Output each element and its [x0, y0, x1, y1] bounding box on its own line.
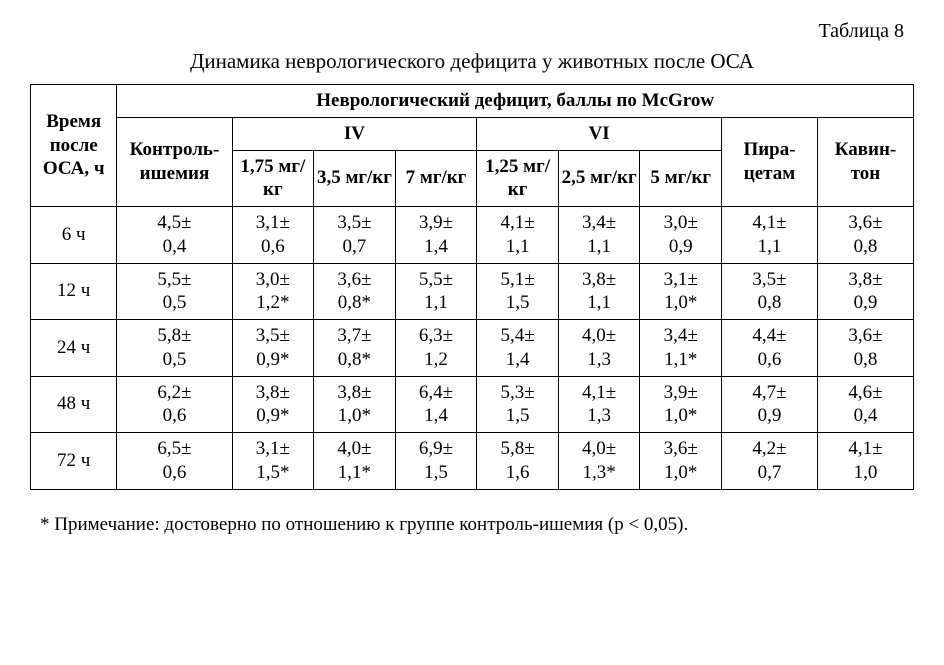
data-cell: 6,9±1,5 — [395, 433, 477, 490]
col-time-header: Время после ОСА, ч — [31, 85, 117, 207]
col-iv-d3-header: 7 мг/кг — [395, 150, 477, 207]
data-cell: 6,2±0,6 — [117, 376, 232, 433]
row-time: 48 ч — [31, 376, 117, 433]
data-cell: 3,4±1,1* — [640, 320, 722, 377]
data-cell: 6,4±1,4 — [395, 376, 477, 433]
data-cell: 5,5±0,5 — [117, 263, 232, 320]
data-cell: 4,1±1,1 — [722, 207, 818, 264]
col-vi-d2-header: 2,5 мг/кг — [558, 150, 640, 207]
data-cell: 6,3±1,2 — [395, 320, 477, 377]
data-cell: 3,8±0,9 — [817, 263, 913, 320]
row-time: 24 ч — [31, 320, 117, 377]
data-cell: 4,0±1,3* — [558, 433, 640, 490]
data-cell: 4,5±0,4 — [117, 207, 232, 264]
data-cell: 3,5±0,7 — [314, 207, 396, 264]
col-cavinton-header: Кавин-тон — [817, 117, 913, 206]
row-time: 72 ч — [31, 433, 117, 490]
data-cell: 3,1±1,0* — [640, 263, 722, 320]
page: Таблица 8 Динамика неврологического дефи… — [0, 0, 944, 665]
col-iv-d2-header: 3,5 мг/кг — [314, 150, 396, 207]
data-cell: 4,6±0,4 — [817, 376, 913, 433]
table-row: 48 ч6,2±0,63,8±0,9*3,8±1,0*6,4±1,45,3±1,… — [31, 376, 914, 433]
data-cell: 3,7±0,8* — [314, 320, 396, 377]
footnote: * Примечание: достоверно по отношению к … — [30, 514, 914, 536]
data-cell: 3,5±0,8 — [722, 263, 818, 320]
data-cell: 3,6±0,8 — [817, 207, 913, 264]
data-cell: 4,2±0,7 — [722, 433, 818, 490]
data-cell: 5,4±1,4 — [477, 320, 559, 377]
col-vi-d3-header: 5 мг/кг — [640, 150, 722, 207]
table-row: 12 ч5,5±0,53,0±1,2*3,6±0,8*5,5±1,15,1±1,… — [31, 263, 914, 320]
data-cell: 3,9±1,0* — [640, 376, 722, 433]
data-cell: 3,5±0,9* — [232, 320, 314, 377]
col-group-iv-header: IV — [232, 117, 477, 150]
data-cell: 5,8±1,6 — [477, 433, 559, 490]
data-cell: 5,1±1,5 — [477, 263, 559, 320]
col-piracetam-header: Пира-цетам — [722, 117, 818, 206]
data-cell: 4,0±1,1* — [314, 433, 396, 490]
data-cell: 3,8±1,0* — [314, 376, 396, 433]
data-table: Время после ОСА, ч Неврологический дефиц… — [30, 84, 914, 490]
table-label: Таблица 8 — [30, 20, 914, 43]
data-cell: 3,4±1,1 — [558, 207, 640, 264]
data-cell: 3,0±1,2* — [232, 263, 314, 320]
data-cell: 4,1±1,3 — [558, 376, 640, 433]
data-cell: 5,3±1,5 — [477, 376, 559, 433]
data-cell: 4,4±0,6 — [722, 320, 818, 377]
data-cell: 3,8±0,9* — [232, 376, 314, 433]
data-cell: 4,1±1,1 — [477, 207, 559, 264]
data-cell: 3,6±0,8 — [817, 320, 913, 377]
data-cell: 3,8±1,1 — [558, 263, 640, 320]
table-row: 72 ч6,5±0,63,1±1,5*4,0±1,1*6,9±1,55,8±1,… — [31, 433, 914, 490]
row-time: 6 ч — [31, 207, 117, 264]
table-row: 24 ч5,8±0,53,5±0,9*3,7±0,8*6,3±1,25,4±1,… — [31, 320, 914, 377]
data-cell: 3,6±0,8* — [314, 263, 396, 320]
col-iv-d1-header: 1,75 мг/кг — [232, 150, 314, 207]
table-body: 6 ч4,5±0,43,1±0,63,5±0,73,9±1,44,1±1,13,… — [31, 207, 914, 490]
table-row: 6 ч4,5±0,43,1±0,63,5±0,73,9±1,44,1±1,13,… — [31, 207, 914, 264]
data-cell: 3,6±1,0* — [640, 433, 722, 490]
data-cell: 5,5±1,1 — [395, 263, 477, 320]
data-cell: 3,9±1,4 — [395, 207, 477, 264]
data-cell: 4,0±1,3 — [558, 320, 640, 377]
data-cell: 4,7±0,9 — [722, 376, 818, 433]
data-cell: 3,1±0,6 — [232, 207, 314, 264]
table-title: Динамика неврологического дефицита у жив… — [30, 49, 914, 74]
data-cell: 6,5±0,6 — [117, 433, 232, 490]
col-group-vi-header: VI — [477, 117, 722, 150]
col-vi-d1-header: 1,25 мг/кг — [477, 150, 559, 207]
data-cell: 4,1±1,0 — [817, 433, 913, 490]
data-cell: 5,8±0,5 — [117, 320, 232, 377]
col-score-header: Неврологический дефицит, баллы по McGrow — [117, 85, 914, 118]
row-time: 12 ч — [31, 263, 117, 320]
col-control-header: Контроль-ишемия — [117, 117, 232, 206]
data-cell: 3,0±0,9 — [640, 207, 722, 264]
table-head: Время после ОСА, ч Неврологический дефиц… — [31, 85, 914, 207]
data-cell: 3,1±1,5* — [232, 433, 314, 490]
